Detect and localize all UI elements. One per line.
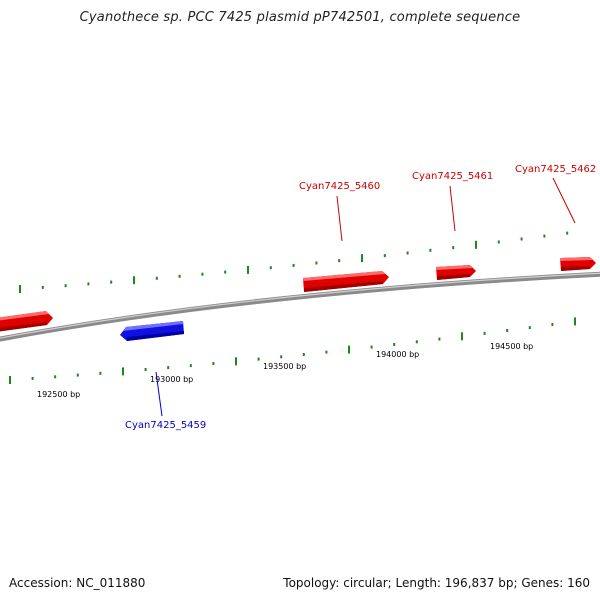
outer-minor-tick	[224, 270, 227, 274]
outer-minor-tick	[338, 259, 341, 263]
outer-minor-tick	[543, 234, 546, 238]
gene-arrow-cyan7425-5462[interactable]	[560, 257, 596, 271]
inner-minor-tick	[31, 376, 34, 380]
gene-arrow-cyan7425-5461[interactable]	[436, 265, 476, 280]
tick-label-192500: 192500 bp	[37, 390, 80, 399]
inner-major-tick	[235, 357, 237, 366]
tick-label-194000: 194000 bp	[376, 350, 419, 359]
inner-minor-tick	[393, 343, 396, 346]
inner-minor-tick	[438, 337, 441, 341]
outer-major-tick	[247, 265, 249, 274]
inner-minor-tick	[54, 375, 57, 379]
inner-major-tick	[461, 332, 463, 341]
inner-major-tick	[9, 376, 11, 384]
gene-arrow-cyan7425-5460[interactable]	[303, 271, 389, 292]
outer-minor-tick	[201, 272, 204, 276]
inner-minor-tick	[483, 331, 486, 335]
outer-minor-tick	[520, 237, 523, 241]
outer-minor-tick	[315, 261, 318, 265]
inner-minor-tick	[99, 371, 102, 375]
outer-minor-tick	[178, 274, 181, 278]
gene-arrow-left-partial[interactable]	[0, 311, 53, 332]
inner-major-tick	[348, 345, 350, 354]
inner-minor-tick	[302, 353, 305, 356]
inner-minor-tick	[280, 355, 283, 359]
inner-minor-tick	[415, 340, 418, 344]
map-title: Cyanothece sp. PCC 7425 plasmid pP742501…	[79, 10, 521, 25]
inner-minor-tick	[551, 323, 554, 326]
outer-major-tick	[133, 276, 135, 285]
outer-minor-tick	[110, 280, 113, 284]
accession-text: Accession: NC_011880	[9, 576, 146, 590]
outer-minor-tick	[292, 263, 295, 267]
tick-label-193500: 193500 bp	[263, 362, 306, 371]
leader-line-cyan7425-5459	[155, 371, 163, 417]
plasmid-backbone	[0, 271, 600, 342]
outer-major-tick	[361, 254, 363, 263]
tick-label-193000: 193000 bp	[150, 375, 193, 384]
gene-label-cyan7425-5460[interactable]: Cyan7425_5460	[299, 181, 380, 192]
inner-minor-tick	[325, 350, 328, 354]
leader-line-cyan7425-5461	[449, 185, 456, 232]
outer-minor-tick	[155, 276, 158, 280]
outer-minor-tick	[269, 266, 272, 270]
inner-minor-tick	[528, 326, 531, 330]
inner-minor-tick	[506, 329, 509, 332]
inner-minor-tick	[257, 357, 260, 361]
outer-minor-tick	[452, 246, 455, 250]
outer-minor-tick	[406, 251, 409, 255]
plasmid-backbone-highlight	[0, 272, 600, 339]
inner-minor-tick	[212, 362, 215, 365]
tick-label-194500: 194500 bp	[490, 342, 533, 351]
inner-minor-tick	[189, 364, 192, 368]
inner-minor-tick	[144, 368, 147, 371]
inner-minor-tick	[167, 366, 170, 370]
gene-label-cyan7425-5461[interactable]: Cyan7425_5461	[412, 171, 493, 182]
outer-minor-tick	[64, 284, 67, 288]
outer-minor-tick	[497, 240, 500, 244]
leader-line-cyan7425-5462	[552, 177, 576, 224]
outer-minor-tick	[566, 231, 569, 235]
outer-minor-tick	[383, 254, 386, 258]
outer-major-tick	[475, 240, 477, 249]
gene-label-cyan7425-5459[interactable]: Cyan7425_5459	[125, 420, 206, 431]
leader-line-cyan7425-5460	[336, 195, 343, 242]
inner-minor-tick	[76, 373, 79, 377]
inner-major-tick	[574, 317, 576, 326]
inner-major-tick	[122, 367, 124, 376]
gene-arrow-cyan7425-5459[interactable]	[120, 321, 184, 341]
gene-label-cyan7425-5462[interactable]: Cyan7425_5462	[515, 164, 596, 175]
inner-tick-marks	[9, 317, 576, 384]
outer-minor-tick	[87, 282, 90, 286]
outer-minor-tick	[41, 285, 44, 289]
summary-text: Topology: circular; Length: 196,837 bp; …	[283, 576, 590, 590]
inner-minor-tick	[370, 345, 373, 349]
outer-tick-marks	[19, 231, 569, 293]
outer-minor-tick	[429, 248, 432, 252]
outer-major-tick	[19, 285, 21, 293]
